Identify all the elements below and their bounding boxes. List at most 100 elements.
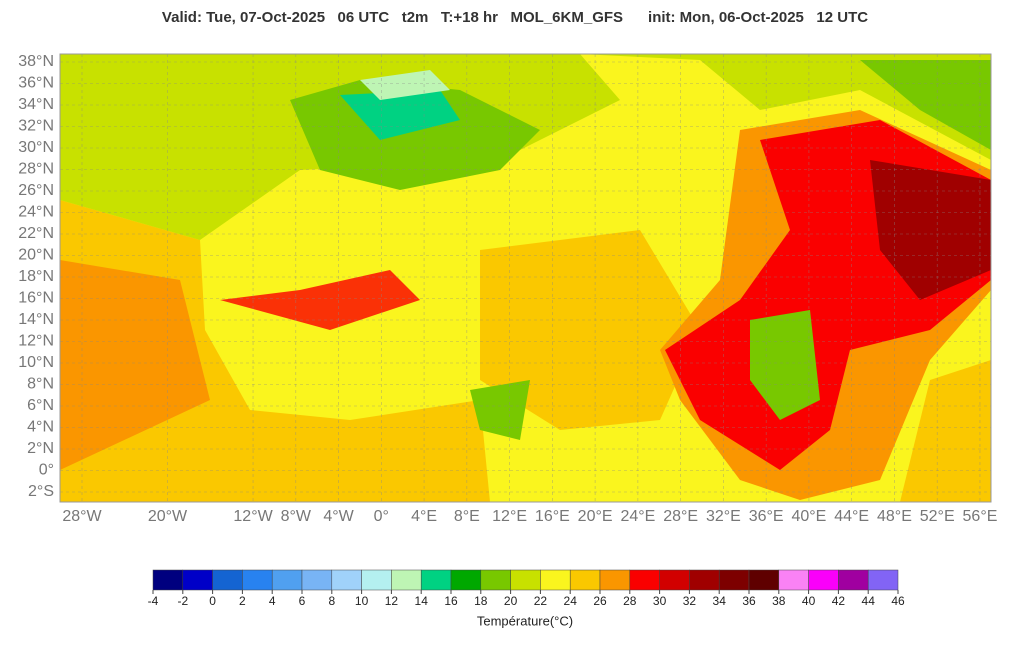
lon-label: 16°E [535,508,570,525]
lon-label: 28°E [663,508,698,525]
lat-label: 12°N [18,333,54,350]
lat-label: 4°N [27,419,54,436]
colorbar-tick-label: 2 [239,594,246,608]
colorbar-tick-label: 20 [504,594,518,608]
colorbar-swatch [212,569,243,591]
colorbar-tick-label: 0 [209,594,216,608]
colorbar-swatch [361,569,392,591]
lon-label: 28°W [62,508,102,525]
colorbar-swatch [510,569,541,591]
colorbar-label: Température(°C) [477,613,573,628]
colorbar-tick-label: 44 [862,594,876,608]
colorbar-swatch [271,569,303,591]
lon-label: 8°W [281,508,312,525]
lat-label: 30°N [18,139,54,156]
lon-label: 32°E [706,508,741,525]
lat-label: 14°N [18,311,54,328]
lat-label: 2°N [27,440,54,457]
colorbar-tick-label: 22 [534,594,548,608]
colorbar-tick-label: 12 [385,594,399,608]
colorbar-swatch [808,569,839,591]
map-title: Valid: Tue, 07-Oct-2025 06 UTC t2m T:+18… [162,9,868,26]
lon-label: 8°E [454,508,480,525]
lat-label: 6°N [27,397,54,414]
colorbar-swatch [689,569,720,591]
colorbar-tick-label: 26 [593,594,607,608]
lon-label: 44°E [834,508,869,525]
lon-label: 36°E [749,508,784,525]
colorbar-tick-label: 6 [299,594,306,608]
colorbar-tick-label: 34 [713,594,727,608]
colorbar-swatch [182,569,213,591]
colorbar-swatch [331,569,362,591]
colorbar-swatch [569,569,601,591]
map-frame [59,53,992,503]
colorbar-tick-label: 10 [355,594,369,608]
lat-label: 36°N [18,75,54,92]
colorbar-tick-label: 46 [891,594,905,608]
colorbar-swatch [599,569,631,591]
lon-label: 40°E [791,508,826,525]
colorbar-tick-label: 16 [444,594,458,608]
colorbar-swatch [540,569,571,591]
lat-label: 28°N [18,161,54,178]
colorbar-swatch [450,569,482,591]
lon-label: 20°E [578,508,613,525]
colorbar-tick-label: 8 [328,594,335,608]
colorbar-swatch [778,569,809,591]
lon-label: 0° [374,508,389,525]
lat-label: 22°N [18,225,54,242]
lat-label: 18°N [18,268,54,285]
colorbar-swatch [420,569,452,591]
lon-label: 24°E [620,508,655,525]
lat-label: 24°N [18,204,54,221]
lat-label: 16°N [18,290,54,307]
lat-label: 0° [39,462,54,479]
lat-label: 20°N [18,247,54,264]
lat-label: 10°N [18,354,54,371]
colorbar-swatch [659,569,690,591]
temperature-field [60,54,991,502]
lat-label: 26°N [18,182,54,199]
colorbar-tick-label: 18 [474,594,488,608]
colorbar-tick-label: 40 [802,594,816,608]
lon-label: 12°W [233,508,273,525]
colorbar-swatch [718,569,750,591]
graticule [60,54,991,502]
colorbar-tick-label: 28 [623,594,637,608]
colorbar-tick-label: 24 [564,594,578,608]
lat-label: 2°S [28,483,54,500]
colorbar-swatch [629,569,660,591]
colorbar-tick-label: 14 [415,594,429,608]
lat-label: 8°N [27,376,54,393]
colorbar-swatch [242,569,273,591]
colorbar-swatch [152,569,184,591]
colorbar-swatch [301,569,333,591]
colorbar-tick-label: -2 [177,594,188,608]
colorbar-tick-label: -4 [148,594,159,608]
colorbar-tick-label: 30 [653,594,667,608]
lon-label: 4°W [323,508,354,525]
lat-label: 34°N [18,96,54,113]
lat-label: 38°N [18,53,54,70]
colorbar-swatch [391,569,422,591]
axis-labels: 38°N 36°N 34°N 32°N 30°N 28°N 26°N 24°N 22°N 20°N… [18,53,997,525]
lon-label: 4°E [411,508,437,525]
lon-label: 52°E [920,508,955,525]
colorbar-tick-label: 32 [683,594,697,608]
colorbar-tick-label: 4 [269,594,276,608]
colorbar-tick-label: 42 [832,594,846,608]
lat-label: 32°N [18,118,54,135]
colorbar-swatch [480,569,511,591]
colorbar-swatch [838,569,869,591]
lon-label: 56°E [963,508,998,525]
colorbar-tick-label: 36 [742,594,756,608]
colorbar-swatch [748,569,780,591]
colorbar-tick-label: 38 [772,594,786,608]
lon-label: 12°E [492,508,527,525]
lon-label: 20°W [148,508,188,525]
colorbar-swatch [867,569,899,591]
colorbar: -4 -2 0 2 4 6 8 10 12 14 16 18 20 22 24 26 28 30 32 34 36 38 4… [148,569,905,608]
lon-label: 48°E [877,508,912,525]
